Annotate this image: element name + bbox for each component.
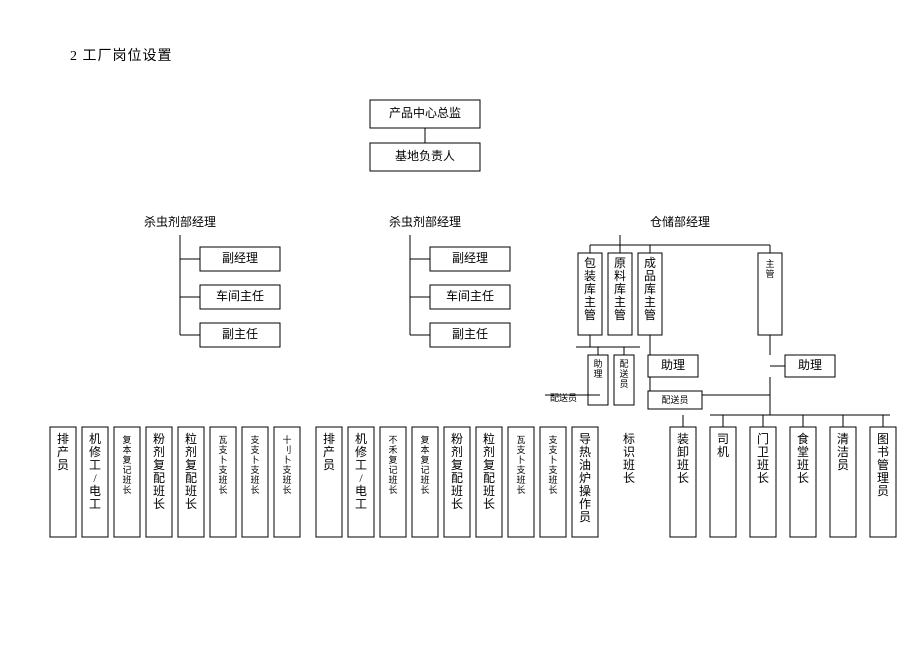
- svg-text:成品库主管: 成品库主管: [644, 256, 656, 322]
- svg-text:车间主任: 车间主任: [446, 288, 494, 303]
- delivery-label: 配送员: [550, 392, 577, 403]
- svg-text:助理: 助理: [661, 358, 685, 372]
- svg-text:门卫班长: 门卫班长: [757, 431, 769, 485]
- svg-text:标识班长: 标识班长: [623, 432, 635, 485]
- svg-text:清洁员: 清洁员: [837, 432, 849, 472]
- svg-text:助理: 助理: [798, 358, 822, 372]
- svg-text:不禾复记班长: 不禾复记班长: [388, 435, 397, 495]
- svg-text:支支卜支班长: 支支卜支班长: [548, 434, 557, 495]
- svg-text:配送员: 配送员: [619, 359, 628, 389]
- bottom-row: 排产员 机修工/电工 复本复记班长 粉剂复配班长 粒剂复配班长 瓦支卜支班长 支支卜支班长 十…: [50, 415, 896, 537]
- svg-text:食堂班长: 食堂班长: [797, 431, 809, 485]
- svg-text:包装库主管: 包装库主管: [584, 256, 596, 322]
- manager-3-label: 仓储部经理: [650, 214, 710, 229]
- svg-text:副经理: 副经理: [452, 251, 488, 265]
- node-director-label: 产品中心总监: [389, 105, 461, 120]
- svg-text:粒剂复配班长: 粒剂复配班长: [483, 431, 495, 511]
- svg-text:机修工/电工: 机修工/电工: [89, 432, 101, 511]
- svg-text:机修工/电工: 机修工/电工: [355, 432, 367, 511]
- page-title: 2 工厂岗位设置: [70, 45, 900, 65]
- svg-text:主管: 主管: [765, 258, 774, 279]
- svg-text:复本复记班长: 复本复记班长: [122, 434, 131, 495]
- manager-1-label: 杀虫剂部经理: [144, 214, 216, 229]
- svg-text:支支卜支班长: 支支卜支班长: [250, 434, 259, 495]
- svg-text:瓦支卜支班长: 瓦支卜支班长: [218, 435, 227, 495]
- svg-text:排产员: 排产员: [57, 432, 69, 472]
- svg-text:车间主任: 车间主任: [216, 288, 264, 303]
- svg-text:排产员: 排产员: [323, 432, 335, 472]
- svg-text:图书管理员: 图书管理员: [877, 432, 889, 498]
- manager-2-label: 杀虫剂部经理: [389, 214, 461, 229]
- svg-text:原料库主管: 原料库主管: [614, 256, 626, 322]
- warehouse-group: 助理 助理 配送员 配送员: [545, 235, 890, 415]
- svg-text:粒剂复配班长: 粒剂复配班长: [185, 431, 197, 511]
- svg-text:粉剂复配班长: 粉剂复配班长: [451, 432, 463, 511]
- svg-text:副经理: 副经理: [222, 251, 258, 265]
- node-base-leader-label: 基地负责人: [395, 149, 455, 163]
- svg-text:副主任: 副主任: [222, 327, 258, 341]
- svg-text:粉剂复配班长: 粉剂复配班长: [153, 432, 165, 511]
- org-chart: 产品中心总监 基地负责人 杀虫剂部经理 杀虫剂部经理 仓储部经理 副经理 车间主…: [20, 95, 920, 635]
- svg-text:导热油炉操作员: 导热油炉操作员: [579, 432, 591, 524]
- svg-text:副主任: 副主任: [452, 327, 488, 341]
- svg-text:助理: 助理: [593, 358, 602, 379]
- svg-text:司机: 司机: [717, 432, 729, 459]
- svg-text:瓦支卜支班长: 瓦支卜支班长: [516, 435, 525, 495]
- svg-text:复本复记班长: 复本复记班长: [420, 434, 429, 495]
- svg-text:配送员: 配送员: [661, 394, 688, 405]
- svg-text:十刂卜支班长: 十刂卜支班长: [282, 434, 291, 495]
- svg-text:装卸班长: 装卸班长: [677, 432, 689, 485]
